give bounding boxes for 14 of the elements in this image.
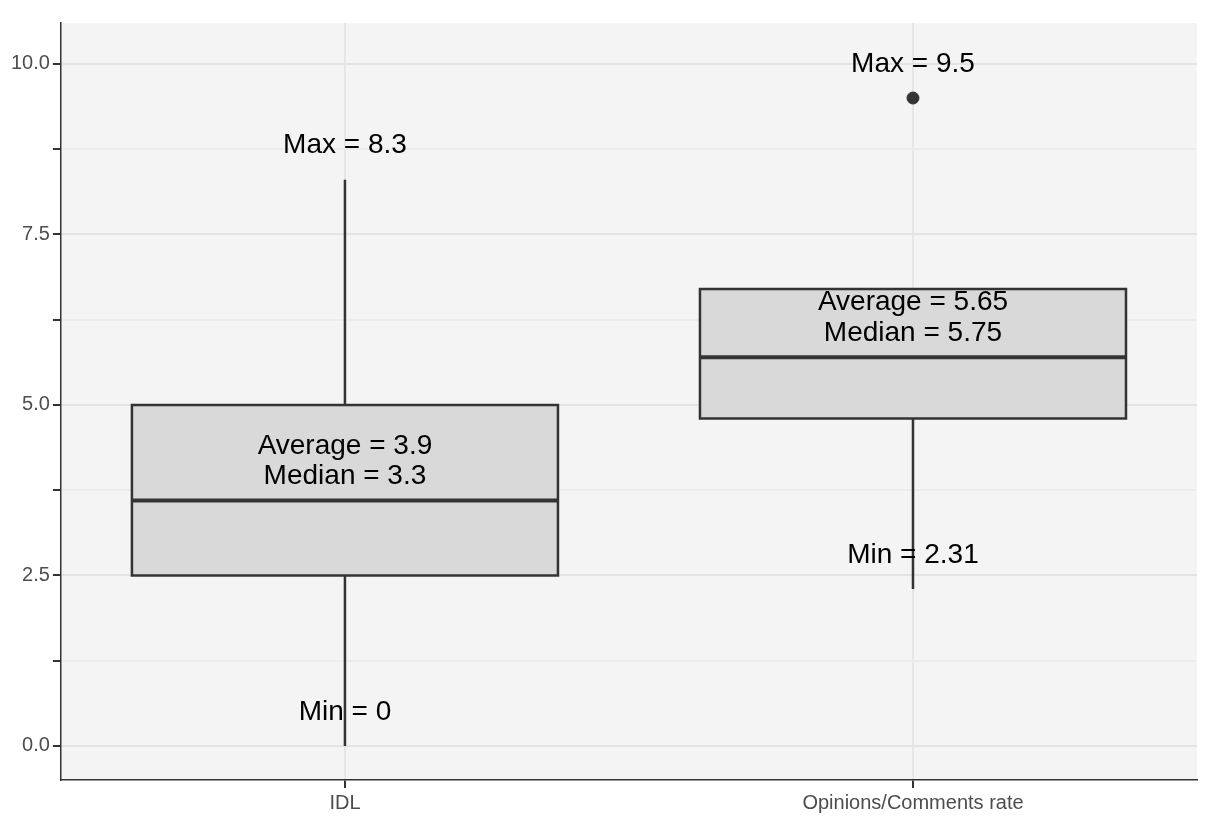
x-tick-label: Opinions/Comments rate bbox=[802, 790, 1024, 813]
annotation: Median = 5.75 bbox=[823, 316, 1003, 348]
annotation: Max = 8.3 bbox=[283, 128, 407, 160]
y-tick-label: 7.5 bbox=[22, 221, 50, 244]
y-tick-label: 2.5 bbox=[22, 562, 50, 585]
y-tick-label: 10.0 bbox=[10, 51, 50, 74]
annotation: Average = 3.9 bbox=[257, 428, 433, 460]
y-tick-label: 5.0 bbox=[22, 392, 50, 415]
y-tick-label: 0.0 bbox=[22, 733, 50, 756]
annotation: Min = 0 bbox=[298, 694, 392, 726]
annotation: Average = 5.65 bbox=[817, 285, 1009, 317]
annotation: Median = 3.3 bbox=[263, 459, 427, 491]
annotation: Max = 9.5 bbox=[851, 46, 975, 78]
x-tick-label: IDL bbox=[329, 790, 361, 813]
